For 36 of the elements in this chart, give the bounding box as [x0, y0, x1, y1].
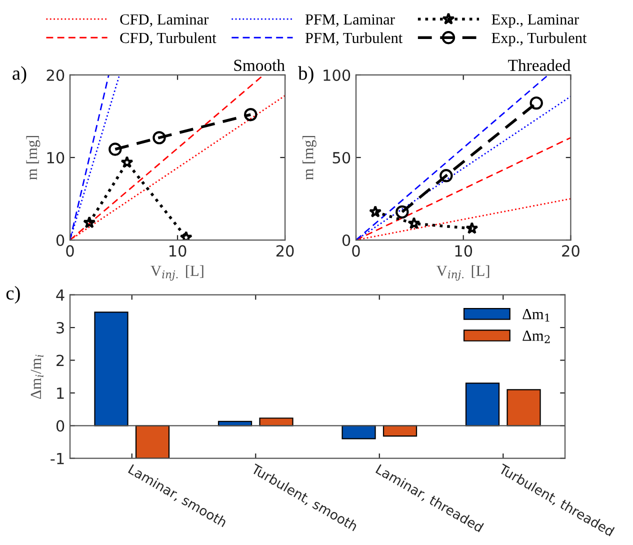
text: a) [12, 66, 26, 84]
x-tick-label: 10 [455, 245, 472, 257]
legend-label: Exp., Laminar [492, 14, 579, 28]
y-tick-label: 0 [342, 234, 350, 246]
legend-label: Δm$_{1}$ [522, 309, 550, 322]
y-tick-label: 0 [56, 234, 64, 246]
y-axis-title: Δm$_{i}$/m$_{i}$ [30, 354, 44, 399]
legend-label: Δm$_{2}$ [522, 330, 550, 344]
y-tick-label: 0 [56, 420, 64, 432]
legend-label: PFM, Laminar [305, 14, 395, 27]
x-tick-label: 20 [276, 245, 294, 257]
y-tick-label: 1 [57, 388, 64, 399]
y-tick-label: 50 [332, 152, 350, 164]
x-tick-label: 0 [352, 245, 360, 257]
x-tick-label: 10 [169, 245, 186, 257]
legend-label: CFD, Turbulent [120, 32, 216, 46]
y-tick-label: 100 [324, 69, 350, 82]
y-axis-title: m [mg] [302, 136, 316, 180]
chart-title: Smooth [234, 59, 285, 71]
legend-label: CFD, Laminar [120, 14, 209, 27]
text: b) [298, 66, 314, 84]
x-tick-label: 20 [562, 245, 580, 257]
x-axis-title: V$_{inj.}$ [L] [150, 265, 204, 281]
y-tick-label: 3 [56, 322, 64, 334]
y-tick-label: -1 [50, 453, 64, 464]
y-axis-title: m [mg] [26, 136, 40, 180]
chart-title: Threaded [508, 59, 571, 71]
x-tick-label: 0 [66, 245, 74, 257]
legend-label: Exp., Turbulent [492, 32, 587, 46]
legend-label: PFM, Turbulent [305, 32, 403, 46]
y-tick-label: 10 [47, 152, 64, 164]
y-tick-label: 4 [56, 290, 64, 301]
text: c) [6, 286, 20, 304]
y-tick-label: 20 [46, 69, 64, 82]
y-tick-label: 2 [56, 354, 64, 366]
x-axis-title: V$_{inj.}$ [L] [436, 265, 490, 281]
